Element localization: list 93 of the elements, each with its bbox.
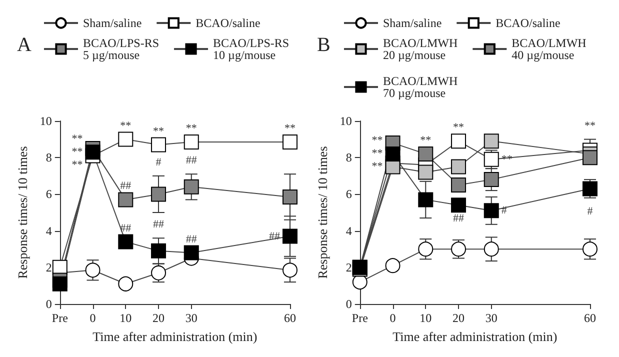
x-tick-label: 20 — [152, 311, 165, 325]
y-axis-title: Response times/ 10 times — [15, 146, 30, 279]
legend-label: BCAO/LPS-RS 10 µg/mouse — [213, 36, 290, 62]
annotation: ## — [186, 233, 198, 246]
annotation: ** — [584, 120, 596, 132]
point — [484, 242, 499, 257]
annotation: ** — [284, 122, 296, 135]
point — [484, 203, 499, 218]
point — [118, 132, 134, 147]
point — [582, 242, 598, 257]
legend-label: BCAO/saline — [496, 16, 560, 30]
legend-label: Sham/saline — [383, 16, 442, 30]
point — [184, 134, 199, 150]
chart-title: B — [317, 34, 330, 56]
x-tick-label: Pre — [352, 311, 368, 325]
annotation: ## — [153, 218, 165, 231]
y-tick-label: 2 — [346, 260, 352, 274]
point — [151, 137, 166, 152]
x-tick-label: 60 — [584, 311, 596, 325]
point — [282, 189, 298, 204]
annotation: ** — [372, 147, 383, 160]
legend-label: BCAO/LPS-RS 5 µg/mouse — [83, 36, 160, 62]
y-tick-label: 4 — [346, 224, 352, 238]
x-tick-label: 30 — [185, 311, 198, 325]
y-tick-label: 8 — [346, 150, 352, 165]
annotation: ** — [120, 120, 132, 132]
x-tick-label: 0 — [90, 311, 96, 325]
annotation: ** — [72, 146, 83, 158]
x-axis-title: Time after administration (min) — [92, 329, 258, 344]
point — [385, 258, 400, 274]
annotation: ## — [186, 154, 198, 167]
point — [451, 134, 466, 149]
point — [451, 159, 466, 174]
point — [184, 179, 199, 194]
y-tick-label: 2 — [46, 260, 52, 274]
point — [418, 242, 434, 257]
y-tick-label: 8 — [46, 150, 52, 165]
annotation: # — [501, 204, 508, 217]
point — [282, 262, 298, 278]
annotation: # — [156, 156, 162, 168]
annotation: ** — [153, 125, 164, 138]
point — [418, 146, 434, 162]
legend-label: BCAO/saline — [196, 16, 260, 30]
annotation: ** — [453, 122, 464, 134]
annotation: ** — [372, 160, 383, 172]
x-tick-label: 60 — [284, 311, 296, 325]
y-tick-label: 6 — [46, 187, 52, 202]
point — [484, 172, 499, 188]
chart-title: A — [17, 34, 32, 56]
annotation: ** — [186, 122, 197, 135]
point — [151, 186, 166, 202]
point — [184, 245, 199, 260]
point — [118, 234, 134, 250]
annotation: # — [587, 205, 594, 218]
annotation: ** — [372, 134, 383, 146]
annotation: ** — [420, 134, 432, 146]
point — [52, 276, 68, 292]
annotation: ** — [72, 133, 83, 146]
point — [118, 192, 134, 208]
legend-label: BCAO/LMWH 40 µg/mouse — [512, 36, 587, 62]
annotation: ## — [120, 180, 132, 192]
point — [85, 144, 100, 160]
legend-label: BCAO/LMWH 70 µg/mouse — [383, 74, 458, 100]
y-tick-label: 10 — [340, 114, 352, 128]
x-tick-label: 30 — [485, 311, 498, 325]
point — [385, 146, 400, 162]
legend-label: Sham/saline — [83, 16, 142, 30]
y-tick-label: 0 — [46, 297, 52, 311]
x-tick-label: Pre — [52, 311, 68, 325]
x-tick-label: 10 — [420, 311, 432, 325]
point — [418, 164, 434, 180]
point — [484, 134, 499, 149]
legend-label: BCAO/LMWH 20 µg/mouse — [383, 36, 458, 62]
annotation: ** — [72, 159, 83, 172]
x-tick-label: 0 — [390, 311, 396, 325]
annotation: ## — [453, 212, 465, 225]
y-tick-label: 0 — [346, 297, 352, 311]
x-axis-title: Time after administration (min) — [392, 329, 558, 344]
y-tick-label: 4 — [46, 224, 52, 238]
point — [118, 276, 134, 292]
point — [484, 152, 499, 167]
y-tick-label: 10 — [40, 114, 52, 128]
x-tick-label: 10 — [120, 311, 132, 325]
point — [451, 198, 466, 213]
point — [282, 228, 298, 244]
y-axis-title: Response times/ 10 times — [315, 146, 330, 279]
y-tick-label: 6 — [346, 187, 352, 202]
point — [85, 262, 100, 278]
point — [151, 243, 166, 258]
point — [451, 178, 466, 193]
point — [418, 192, 434, 208]
point — [352, 274, 368, 290]
x-tick-label: 20 — [452, 311, 465, 325]
